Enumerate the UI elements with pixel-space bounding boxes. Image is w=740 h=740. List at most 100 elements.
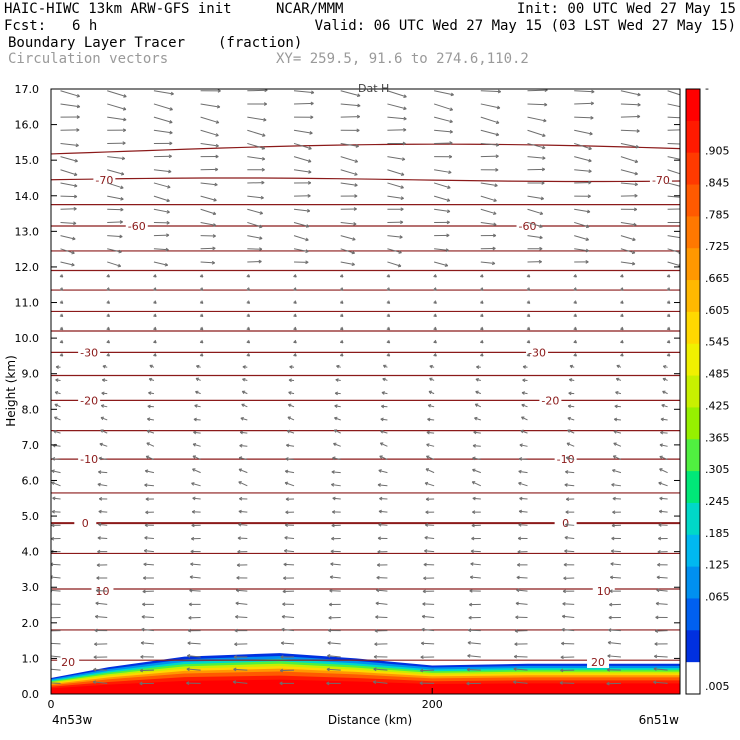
vector-arrowhead <box>659 468 663 472</box>
vector-arrowhead <box>142 576 147 580</box>
vector-arrowhead <box>429 377 433 382</box>
vector-arrowhead <box>121 156 126 161</box>
vector-arrowhead <box>96 576 100 580</box>
vector-arrow <box>667 169 680 175</box>
fcst-label: Fcst: <box>4 18 47 34</box>
vector-arrowhead <box>354 183 358 187</box>
vector-arrowhead <box>567 404 572 409</box>
vector-arrow <box>613 455 622 460</box>
vector-arrowhead <box>191 509 196 514</box>
vector-arrowhead <box>635 144 640 149</box>
contour-label-bg <box>554 453 577 466</box>
vector-arrowhead <box>544 102 548 107</box>
vector-arrow <box>656 576 668 579</box>
vector-arrowhead <box>168 169 172 174</box>
vector-arrow <box>98 523 108 526</box>
vector-arrowhead <box>326 681 330 686</box>
vector-arrow <box>238 481 248 487</box>
vector-arrowhead <box>213 198 217 202</box>
vector-arrowhead <box>71 250 75 255</box>
vector-arrowhead <box>634 171 638 176</box>
vector-arrowhead <box>333 442 337 447</box>
vector-arrowhead <box>242 365 246 369</box>
vector-arrowhead <box>566 442 571 446</box>
vector-arrowhead <box>655 601 660 606</box>
vector-arrow <box>340 248 355 254</box>
vector-arrow <box>192 468 201 474</box>
vector-arrowhead <box>563 576 567 581</box>
vector-arrowhead <box>354 159 359 163</box>
vector-arrowhead <box>400 172 405 176</box>
vector-arrowhead <box>662 377 667 382</box>
vector-arrowhead <box>422 589 426 594</box>
vector-arrow <box>247 89 268 92</box>
vector-arrowhead <box>377 536 381 541</box>
vector-arrow <box>99 443 108 447</box>
vector-arrowhead <box>573 274 577 278</box>
colorbar-swatch <box>686 566 700 599</box>
colorbar-label: .545 <box>705 336 730 349</box>
vector-arrowhead <box>153 274 157 278</box>
vector-arrowhead <box>166 220 170 225</box>
vector-arrowhead <box>631 250 636 255</box>
vector-arrowhead <box>263 102 268 106</box>
vector-arrowhead <box>73 206 77 211</box>
vector-arrowhead <box>468 602 473 607</box>
vector-arrowhead <box>186 667 190 672</box>
vector-arrowhead <box>660 430 664 435</box>
vector-arrowhead <box>187 628 192 633</box>
vector-arrow <box>565 524 575 526</box>
vector-arrowhead <box>615 391 619 395</box>
vector-arrow <box>620 182 638 186</box>
vector-arrowhead <box>613 430 617 434</box>
vector-arrow <box>660 431 668 434</box>
vector-arrowhead <box>656 588 660 593</box>
vector-arrowhead <box>284 481 289 486</box>
vector-arrowhead <box>98 509 102 514</box>
vector-arrowhead <box>497 89 501 94</box>
vector-arrow <box>513 668 528 671</box>
vector-arrowhead <box>612 510 616 515</box>
vector-arrowhead <box>199 287 204 291</box>
vector-arrowhead <box>607 654 611 658</box>
vector-arrow <box>286 430 295 434</box>
vector-arrowhead <box>334 391 339 396</box>
vector-arrowhead <box>51 588 53 593</box>
vector-arrow <box>153 234 169 237</box>
vector-arrowhead <box>258 259 262 264</box>
contour-label-bg <box>57 655 80 668</box>
colorbar-label: .905 <box>705 145 730 158</box>
contour-label-bg <box>78 346 101 359</box>
vector-arrowhead <box>332 496 336 501</box>
vector-arrowhead <box>279 668 284 673</box>
vector-arrow <box>144 484 154 487</box>
vector-arrow <box>284 482 295 487</box>
vector-arrowhead <box>513 667 517 671</box>
y-tick-label: 7.0 <box>22 439 40 452</box>
vector-arrow <box>192 497 201 500</box>
vector-arrow <box>433 195 450 202</box>
vector-arrowhead <box>98 497 103 501</box>
vector-arrow <box>146 442 155 447</box>
vector-arrowhead <box>564 535 568 540</box>
contour-label-bg <box>125 220 148 233</box>
vector-arrowhead <box>59 326 64 331</box>
vector-arrow <box>564 550 575 553</box>
vector-arrowhead <box>426 443 430 447</box>
contour-label: -70 <box>652 174 670 187</box>
vector-arrow <box>327 642 341 645</box>
vector-arrowhead <box>92 680 97 685</box>
vector-arrow <box>433 116 453 123</box>
vector-arrowhead <box>681 185 684 188</box>
vector-arrow <box>527 129 546 137</box>
vector-arrowhead <box>631 261 636 266</box>
vector-arrowhead <box>122 141 126 146</box>
colorbar-label: .845 <box>705 177 730 190</box>
vector-arrowhead <box>117 263 122 268</box>
valid-time: Valid: 06 UTC Wed 27 May 15 (03 LST Wed … <box>314 18 736 34</box>
vector-arrow <box>387 169 405 176</box>
vector-arrowhead <box>470 549 474 554</box>
vector-arrow <box>467 669 481 671</box>
vector-arrowhead <box>471 523 475 528</box>
